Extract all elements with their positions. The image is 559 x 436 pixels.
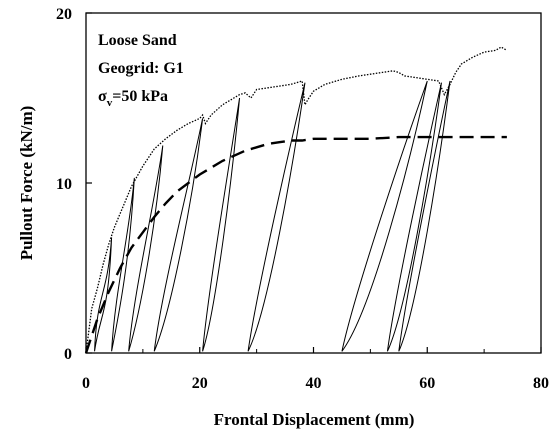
y-tick-label: 0	[64, 346, 72, 363]
x-tick-label: 20	[192, 375, 208, 392]
unload-reload-loop	[153, 118, 204, 352]
y-tick-label: 20	[56, 6, 72, 23]
unload-reload-loop	[398, 80, 451, 352]
annotation-geogrid: Geogrid: G1	[98, 60, 184, 77]
annotation-stress-value: =50 kPa	[112, 88, 168, 105]
annotation-stress-symbol: σ	[98, 88, 107, 105]
x-tick-label: 80	[533, 375, 549, 392]
series-line-dotted	[85, 46, 508, 354]
y-axis-title: Pullout Force (kN/m)	[17, 106, 36, 261]
x-tick-label: 40	[306, 375, 322, 392]
x-axis-ticks: 0 20 40 60 80	[82, 347, 549, 392]
y-tick-label: 10	[56, 176, 72, 193]
unload-reload-loop	[341, 80, 428, 352]
x-tick-label: 60	[419, 375, 435, 392]
unload-reload-loop	[111, 177, 135, 352]
unload-reload-loop	[128, 145, 164, 352]
annotation-soil: Loose Sand	[98, 32, 177, 49]
unload-reload-loop	[94, 237, 113, 352]
unload-reload-loop	[202, 97, 241, 352]
y-axis-ticks: 0 10 20	[56, 6, 92, 363]
annotation-stress: σv=50 kPa	[98, 88, 168, 109]
unload-reload-loop	[386, 82, 442, 352]
series-layer	[84, 46, 508, 354]
annotation-stress-subscript: v	[107, 97, 113, 109]
x-axis-title: Frontal Displacement (mm)	[214, 410, 415, 429]
x-tick-label: 0	[82, 375, 90, 392]
unload-reload-loop	[247, 82, 306, 352]
series-line-dashed	[84, 135, 507, 354]
